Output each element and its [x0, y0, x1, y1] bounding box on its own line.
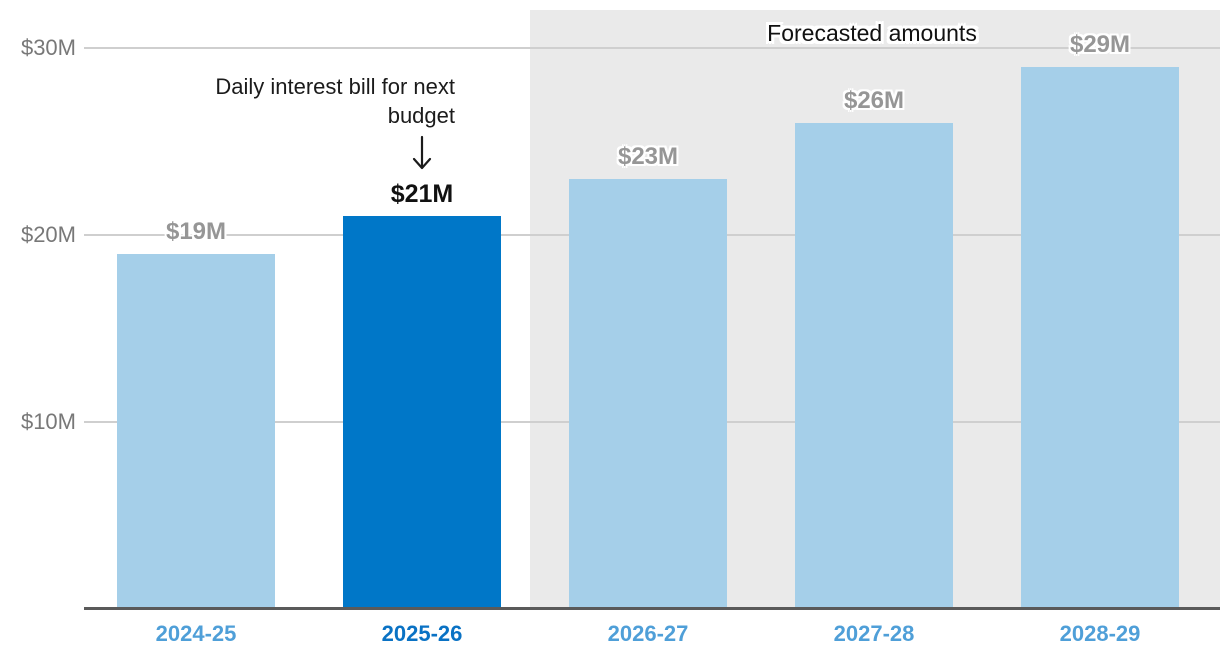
x-axis-line — [84, 607, 1220, 610]
bar-2026-27 — [569, 178, 727, 609]
bar-2027-28 — [795, 122, 953, 609]
down-arrow-icon — [412, 135, 432, 170]
bar-2024-25 — [117, 253, 275, 609]
x-tick-2026-27: 2026-27 — [607, 621, 689, 646]
value-label-2026-27: $23M — [617, 142, 679, 170]
y-tick-label: $10M — [20, 409, 76, 434]
gridline-30m — [84, 47, 1220, 49]
annotation-line-1: Daily interest bill for next — [215, 74, 455, 99]
value-label-2027-28: $26M — [843, 86, 905, 114]
x-tick-2025-26: 2025-26 — [381, 621, 463, 646]
x-tick-2028-29: 2028-29 — [1059, 621, 1141, 646]
y-tick-label: $20M — [20, 222, 76, 247]
value-label-2028-29: $29M — [1069, 30, 1131, 58]
value-label-2025-26: $21M — [390, 180, 454, 209]
annotation-line-2: budget — [387, 103, 455, 128]
bar-2025-26 — [343, 216, 501, 609]
annotation-text: Daily interest bill for next budget — [135, 72, 455, 130]
bar-2028-29 — [1021, 66, 1179, 609]
x-tick-2024-25: 2024-25 — [155, 621, 237, 646]
forecast-region-label: Forecasted amounts — [767, 20, 977, 46]
value-label-2024-25: $19M — [165, 217, 227, 245]
x-tick-2027-28: 2027-28 — [833, 621, 915, 646]
y-tick-label: $30M — [20, 35, 76, 60]
